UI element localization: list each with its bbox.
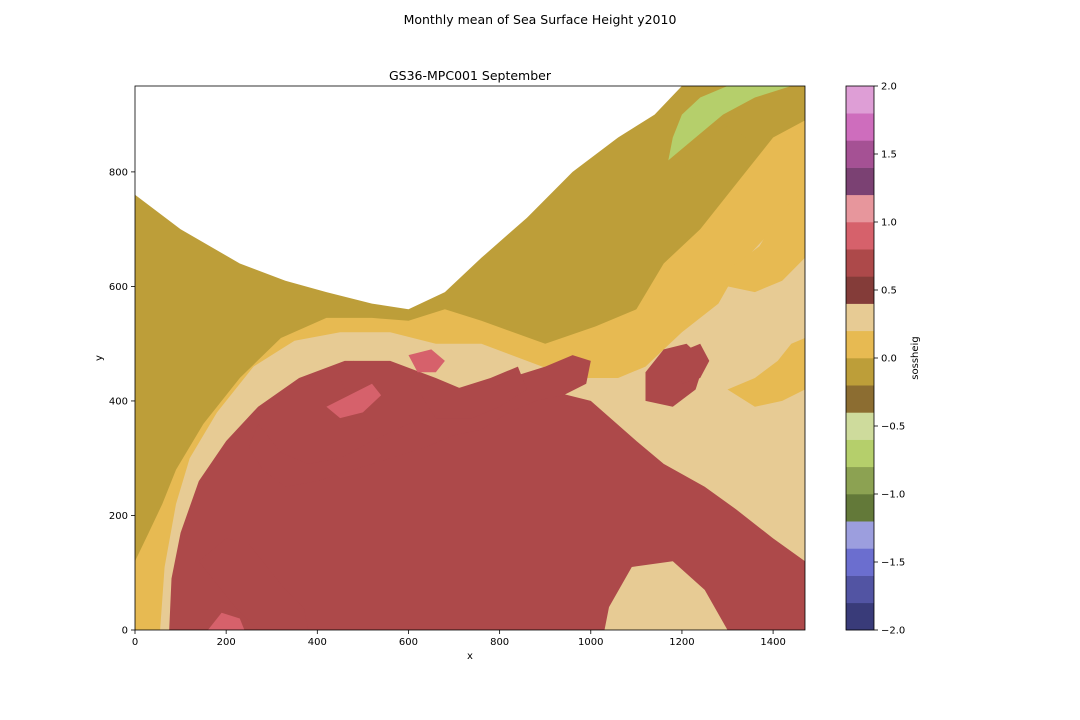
colorbar-segment xyxy=(846,358,874,386)
colorbar-label: sossheig xyxy=(910,336,921,379)
y-tick-label: 0 xyxy=(122,626,128,637)
plot-area xyxy=(135,86,805,630)
contour-region-11 xyxy=(207,612,245,630)
colorbar-segment xyxy=(846,412,874,440)
colorbar-segment xyxy=(846,249,874,277)
y-tick-label: 400 xyxy=(109,396,128,407)
x-axis: 0 200 400 600 800 1000 1200 1400 xyxy=(132,630,786,648)
colorbar-tick-label: 0.0 xyxy=(881,354,897,365)
colorbar-segment xyxy=(846,194,874,223)
colorbar-tick-label: −2.0 xyxy=(881,626,905,637)
contour-region-14 xyxy=(709,189,805,293)
colorbar-segment xyxy=(846,385,874,413)
x-tick-label: 200 xyxy=(217,637,236,648)
colorbar-tick-label: −1.0 xyxy=(881,490,905,501)
contour-region-7 xyxy=(417,366,527,419)
contour-region-10 xyxy=(408,349,445,373)
plot-frame xyxy=(134,85,806,631)
y-tick-label: 800 xyxy=(109,167,128,178)
x-tick-label: 1000 xyxy=(578,637,603,648)
colorbar-segment xyxy=(846,222,874,250)
colorbar-segment xyxy=(846,330,874,359)
colorbar-tick-label: −0.5 xyxy=(881,422,905,433)
figure-suptitle: Monthly mean of Sea Surface Height y2010 xyxy=(403,12,677,27)
x-tick-label: 1400 xyxy=(760,637,785,648)
y-axis: 0 200 400 600 800 xyxy=(109,167,135,637)
colorbar-tick-label: 2.0 xyxy=(881,82,897,93)
colorbar-tick-label: −1.5 xyxy=(881,558,905,569)
x-tick-label: 400 xyxy=(308,637,327,648)
colorbar-segment xyxy=(846,548,874,576)
colorbar: −2.0 −1.5 −1.0 −0.5 0.0 0.5 1.0 1.5 2.0 xyxy=(845,82,905,637)
colorbar-segment xyxy=(846,113,874,141)
x-tick-label: 800 xyxy=(490,637,509,648)
x-tick-label: 1200 xyxy=(669,637,694,648)
colorbar-segment xyxy=(846,575,874,604)
x-tick-label: 0 xyxy=(132,637,138,648)
y-tick-label: 600 xyxy=(109,282,128,293)
colorbar-segment xyxy=(846,466,874,495)
contour-region-13 xyxy=(681,126,746,184)
plot-title: GS36-MPC001 September xyxy=(388,68,551,83)
colorbar-segment xyxy=(846,303,874,332)
x-tick-label: 600 xyxy=(399,637,418,648)
contour-region-15 xyxy=(727,338,805,407)
colorbar-segment xyxy=(846,439,874,468)
colorbar-segment xyxy=(846,86,874,114)
colorbar-segment xyxy=(846,167,874,196)
colorbar-segment xyxy=(846,140,874,168)
x-axis-label: x xyxy=(467,651,473,662)
colorbar-segment xyxy=(846,494,874,522)
colorbar-segment xyxy=(846,602,874,631)
colorbar-tick-label: 1.5 xyxy=(881,150,897,161)
y-tick-label: 200 xyxy=(109,511,128,522)
contour-region-5 xyxy=(198,538,309,630)
contour-region-16 xyxy=(677,343,710,384)
colorbar-tick-label: 0.5 xyxy=(881,286,897,297)
contour-region-3 xyxy=(169,360,805,630)
contour-region-9 xyxy=(326,383,382,419)
colorbar-segment xyxy=(846,521,874,549)
contour-region-12 xyxy=(668,86,792,161)
colorbar-segment xyxy=(846,276,874,304)
y-axis-label: y xyxy=(94,355,105,361)
colorbar-tick-label: 1.0 xyxy=(881,218,897,229)
